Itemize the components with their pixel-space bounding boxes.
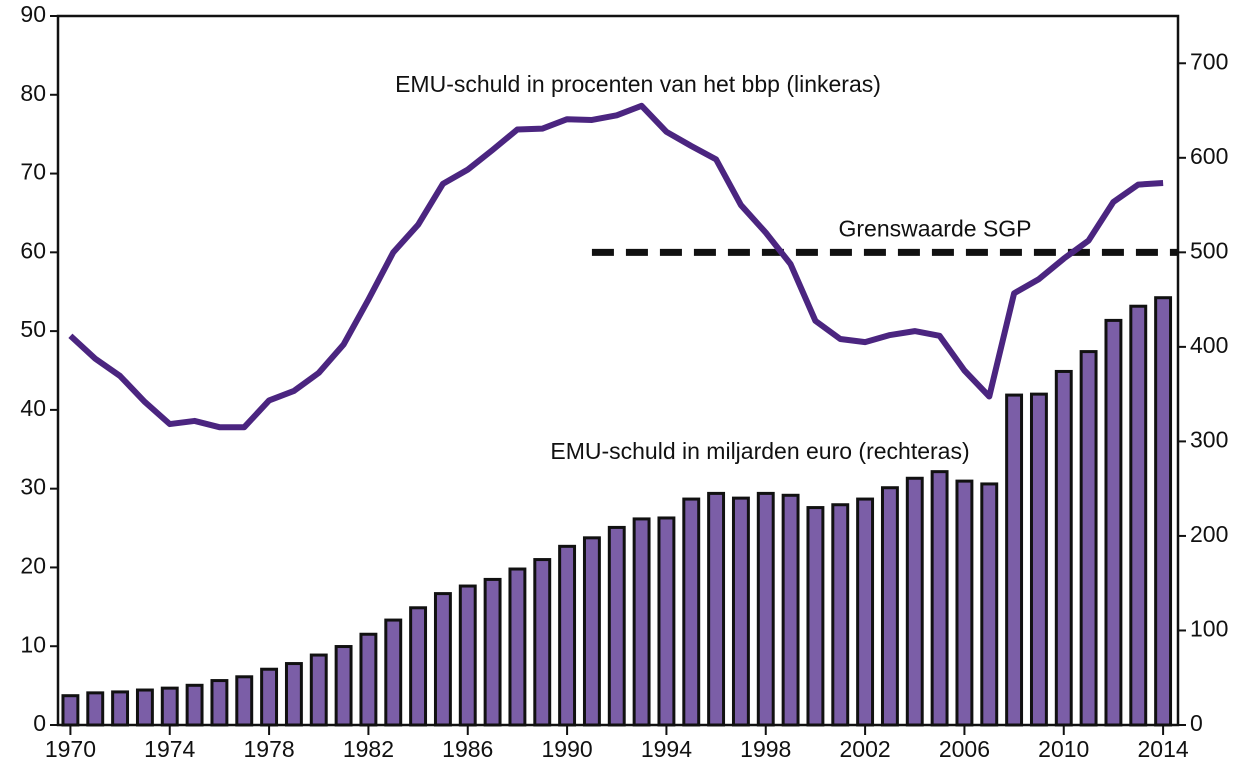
bar <box>582 536 601 727</box>
x-tick-label: 1994 <box>641 736 692 762</box>
y2-tick-label: 100 <box>1190 616 1228 642</box>
bar <box>930 470 949 727</box>
bar <box>111 690 130 727</box>
bar <box>657 516 676 727</box>
y2-tick-label: 0 <box>1190 710 1203 736</box>
series-label: EMU-schuld in procenten van het bbp (lin… <box>395 71 881 97</box>
y2-tick-label: 500 <box>1190 237 1228 263</box>
x-tick-label: 2002 <box>840 736 891 762</box>
y-tick-label: 70 <box>20 159 46 185</box>
y-tick-label: 30 <box>20 474 46 500</box>
bar <box>682 497 701 727</box>
bar <box>607 525 626 727</box>
x-tick-label: 1970 <box>45 736 96 762</box>
bar <box>905 476 924 727</box>
y-tick-label: 40 <box>20 395 46 421</box>
x-tick-label: 2014 <box>1138 736 1189 762</box>
bar <box>359 632 378 727</box>
y-tick-label: 10 <box>20 631 46 657</box>
bar <box>309 653 328 727</box>
bar <box>210 679 229 727</box>
bar <box>980 482 999 727</box>
x-tick-label: 1998 <box>740 736 791 762</box>
x-tick-label: 2010 <box>1038 736 1089 762</box>
bar <box>409 606 428 727</box>
bar <box>1029 392 1048 727</box>
bar <box>1129 304 1148 727</box>
threshold-label: Grenswaarde SGP <box>838 215 1031 241</box>
bar <box>1154 296 1173 727</box>
bar <box>433 592 452 727</box>
bar <box>508 567 527 727</box>
bar <box>955 479 974 727</box>
y-tick-label: 50 <box>20 316 46 342</box>
bar <box>135 688 154 727</box>
y2-tick-label: 300 <box>1190 426 1228 452</box>
bar <box>781 493 800 727</box>
bar <box>483 577 502 727</box>
bar <box>160 686 179 727</box>
bar <box>632 517 651 727</box>
y2-tick-label: 400 <box>1190 332 1228 358</box>
bar <box>1054 369 1073 727</box>
bar <box>756 491 775 727</box>
bar <box>880 486 899 727</box>
bar <box>1005 393 1024 727</box>
x-tick-label: 1978 <box>244 736 295 762</box>
bar <box>334 645 353 727</box>
bar <box>707 491 726 727</box>
bar <box>806 506 825 727</box>
bar <box>731 496 750 727</box>
x-tick-label: 1974 <box>144 736 195 762</box>
bar <box>235 675 254 727</box>
bar <box>856 497 875 727</box>
bar <box>558 544 577 727</box>
y2-tick-label: 700 <box>1190 48 1228 74</box>
x-tick-label: 2006 <box>939 736 990 762</box>
y-tick-label: 90 <box>20 1 46 27</box>
bar <box>1079 350 1098 727</box>
bar <box>458 584 477 727</box>
bar <box>831 503 850 727</box>
line <box>68 102 1164 431</box>
y-tick-label: 80 <box>20 80 46 106</box>
y-tick-label: 0 <box>33 710 46 736</box>
y-tick-label: 60 <box>20 237 46 263</box>
x-tick-label: 1982 <box>343 736 394 762</box>
y-tick-label: 20 <box>20 553 46 579</box>
bar <box>61 694 80 727</box>
bar <box>1104 318 1123 727</box>
plot-frame <box>56 14 1180 727</box>
bar <box>185 683 204 727</box>
y2-tick-label: 200 <box>1190 521 1228 547</box>
bar <box>260 667 279 727</box>
series-label: EMU-schuld in miljarden euro (rechteras) <box>550 438 969 464</box>
bar <box>533 558 552 727</box>
y2-tick-label: 600 <box>1190 143 1228 169</box>
x-tick-label: 1986 <box>442 736 493 762</box>
bar <box>284 662 303 727</box>
x-tick-label: 1990 <box>542 736 593 762</box>
bar <box>86 691 105 727</box>
bar <box>384 618 403 727</box>
